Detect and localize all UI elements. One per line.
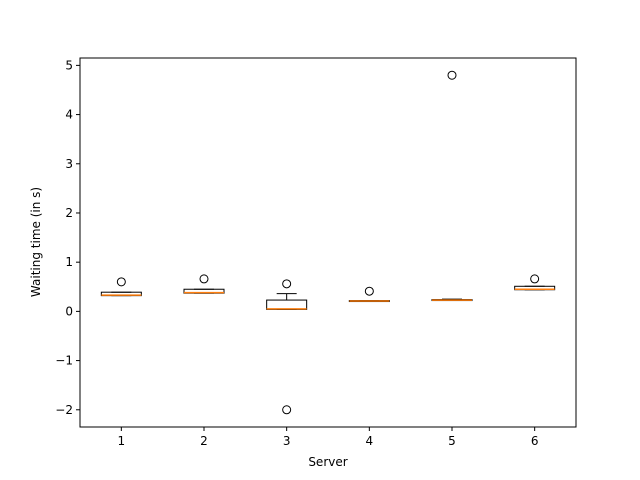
- x-tick-label: 3: [283, 434, 291, 448]
- plot-frame: [79, 57, 577, 428]
- plot-area: [100, 70, 556, 415]
- box-group-2: [183, 274, 225, 294]
- outlier-point: [116, 277, 126, 287]
- box-group-4: [348, 286, 390, 303]
- x-axis-label: Server: [308, 455, 347, 469]
- x-tick-label: 6: [531, 434, 539, 448]
- outlier-point: [199, 274, 209, 284]
- outlier-point: [447, 70, 457, 80]
- y-tick-label: 2: [65, 206, 73, 220]
- x-tick-label: 1: [118, 434, 126, 448]
- outlier-point: [530, 274, 540, 284]
- y-tick-label: 0: [65, 304, 73, 318]
- box-group-6: [514, 274, 556, 291]
- box-group-1: [100, 277, 142, 297]
- x-axis: 1 2 3 4 5 6: [118, 427, 539, 448]
- y-tick-label: −1: [55, 354, 73, 368]
- y-tick-label: 4: [65, 108, 73, 122]
- y-axis-label: Waiting time (in s): [29, 187, 43, 297]
- box-group-5: [431, 70, 473, 302]
- x-tick-label: 4: [366, 434, 374, 448]
- y-tick-label: 5: [65, 58, 73, 72]
- y-tick-label: −2: [55, 403, 73, 417]
- x-tick-label: 2: [200, 434, 208, 448]
- y-tick-label: 3: [65, 157, 73, 171]
- outlier-point: [364, 286, 374, 296]
- y-axis: −2 −1 0 1 2 3 4 5: [55, 58, 80, 417]
- outlier-point: [282, 405, 292, 415]
- outlier-point: [282, 279, 292, 289]
- y-tick-label: 1: [65, 255, 73, 269]
- x-tick-label: 5: [448, 434, 456, 448]
- box-group-3: [266, 279, 308, 415]
